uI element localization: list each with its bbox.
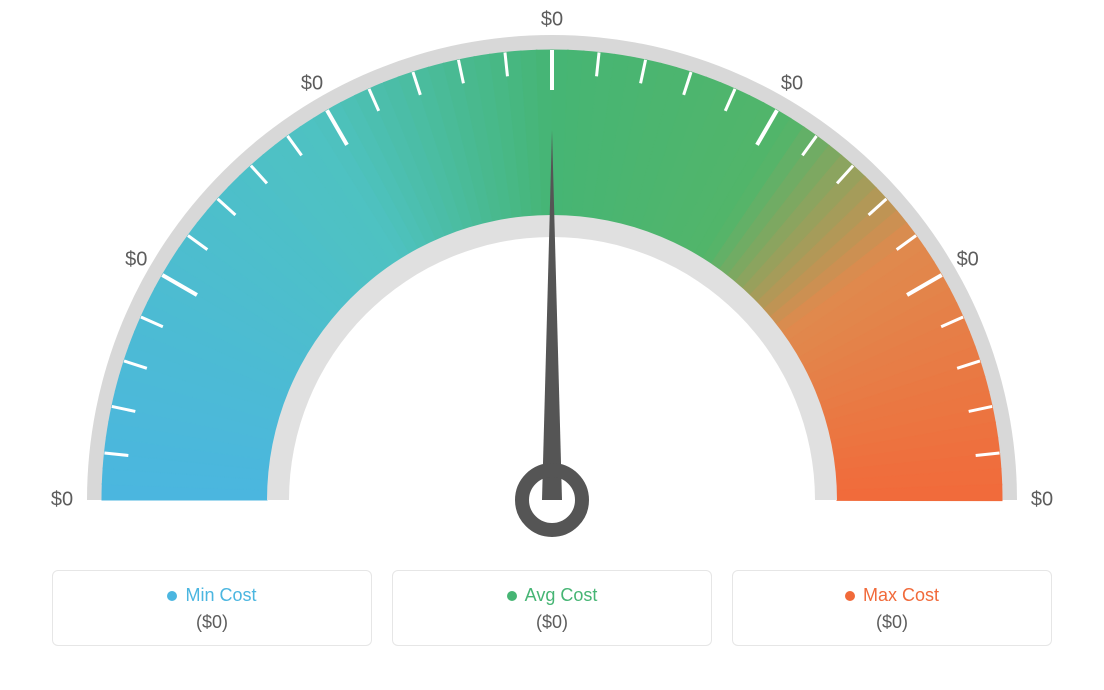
gauge-tick-label: $0 — [781, 73, 803, 96]
gauge-tick-label: $0 — [125, 249, 147, 272]
legend-min-dot — [167, 591, 177, 601]
legend-avg-header: Avg Cost — [393, 585, 711, 606]
legend-min-label: Min Cost — [185, 585, 256, 606]
legend-avg-dot — [507, 591, 517, 601]
gauge-svg — [40, 20, 1064, 560]
legend-max-label: Max Cost — [863, 585, 939, 606]
gauge-tick-label: $0 — [541, 9, 563, 32]
gauge-tick-label: $0 — [51, 489, 73, 512]
gauge-tick-label: $0 — [301, 73, 323, 96]
legend-row: Min Cost ($0) Avg Cost ($0) Max Cost ($0… — [0, 570, 1104, 646]
legend-max-dot — [845, 591, 855, 601]
legend-min-value: ($0) — [53, 612, 371, 633]
legend-avg-label: Avg Cost — [525, 585, 598, 606]
gauge-tick-label: $0 — [1031, 489, 1053, 512]
legend-max-header: Max Cost — [733, 585, 1051, 606]
legend-min-header: Min Cost — [53, 585, 371, 606]
legend-avg-value: ($0) — [393, 612, 711, 633]
legend-card-max: Max Cost ($0) — [732, 570, 1052, 646]
gauge-tick-label: $0 — [957, 249, 979, 272]
gauge-chart: $0 $0 $0 $0 $0 $0 $0 — [0, 0, 1104, 560]
legend-max-value: ($0) — [733, 612, 1051, 633]
legend-card-min: Min Cost ($0) — [52, 570, 372, 646]
legend-card-avg: Avg Cost ($0) — [392, 570, 712, 646]
